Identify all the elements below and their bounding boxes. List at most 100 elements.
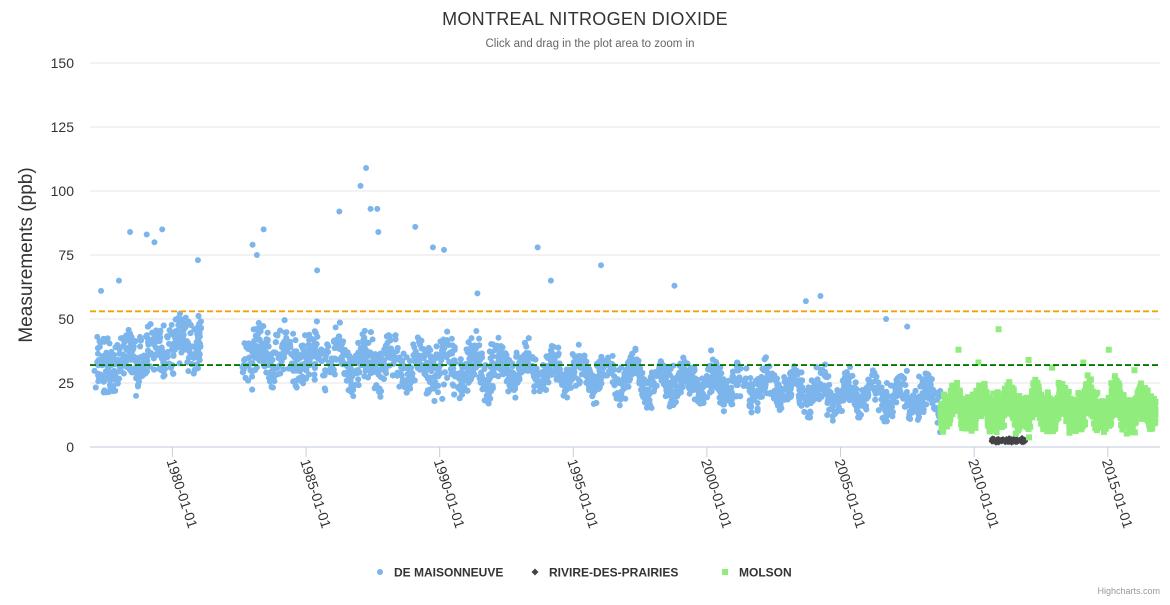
data-point (404, 354, 410, 360)
data-point (921, 407, 927, 413)
x-tick-label: 2015-01-01 (1099, 457, 1136, 530)
data-point (749, 409, 755, 415)
data-point (476, 336, 482, 342)
data-point (428, 354, 434, 360)
data-point (270, 385, 276, 391)
data-point (639, 392, 645, 398)
data-point (473, 328, 479, 334)
data-point (836, 404, 842, 410)
data-point (486, 400, 492, 406)
data-point (371, 365, 377, 371)
data-point (296, 366, 302, 372)
data-point (157, 335, 163, 341)
data-point (769, 390, 775, 396)
data-point (860, 400, 866, 406)
data-point (479, 351, 485, 357)
data-point (361, 341, 367, 347)
data-point (538, 371, 544, 377)
data-point (645, 387, 651, 393)
data-point (529, 363, 535, 369)
data-point (354, 367, 360, 373)
data-point (107, 356, 113, 362)
data-point (133, 393, 139, 399)
data-point (851, 397, 857, 403)
data-point (250, 348, 256, 354)
data-point (602, 373, 608, 379)
data-point (293, 383, 299, 389)
data-point (645, 396, 651, 402)
data-point (651, 380, 657, 386)
data-point (245, 378, 251, 384)
data-point (658, 358, 664, 364)
data-point (828, 406, 834, 412)
data-point (799, 377, 805, 383)
data-point (762, 356, 768, 362)
data-point (418, 338, 424, 344)
data-point (101, 374, 107, 380)
data-point (917, 383, 923, 389)
data-point (350, 387, 356, 393)
data-point (303, 350, 309, 356)
data-point (856, 415, 862, 421)
data-point (395, 345, 401, 351)
data-point (621, 375, 627, 381)
data-point (904, 389, 910, 395)
data-point (320, 372, 326, 378)
data-point (188, 344, 194, 350)
data-point (904, 368, 910, 374)
x-tick-label: 2005-01-01 (832, 457, 869, 530)
data-point (490, 383, 496, 389)
data-point (522, 340, 528, 346)
data-point (428, 368, 434, 374)
data-point (399, 372, 405, 378)
data-point (149, 351, 155, 357)
series-de-maisonneuve[interactable] (92, 165, 944, 435)
data-point (194, 325, 200, 331)
data-point (450, 358, 456, 364)
data-point (686, 374, 692, 380)
data-point (149, 337, 155, 343)
y-axis-label: Measurements (ppb) (16, 167, 37, 342)
data-point (931, 397, 937, 403)
data-point (137, 343, 143, 349)
data-point (703, 376, 709, 382)
data-point (126, 345, 132, 351)
data-point (758, 377, 764, 383)
data-point (290, 331, 296, 337)
data-point (312, 328, 318, 334)
data-point (323, 352, 329, 358)
data-point (267, 355, 273, 361)
data-point (512, 386, 518, 392)
data-point (458, 356, 464, 362)
data-point (554, 352, 560, 358)
data-point (348, 378, 354, 384)
data-point (292, 337, 298, 343)
data-point (731, 375, 737, 381)
data-point (642, 379, 648, 385)
data-point (510, 375, 516, 381)
data-point (515, 380, 521, 386)
data-point (432, 379, 438, 385)
data-point (126, 327, 132, 333)
data-point (721, 401, 727, 407)
data-point (907, 395, 913, 401)
data-point (101, 389, 107, 395)
data-point (901, 376, 907, 382)
data-point (663, 387, 669, 393)
data-point (757, 391, 763, 397)
data-point (412, 377, 418, 383)
data-point (573, 353, 579, 359)
plot-area[interactable] (92, 165, 1159, 446)
data-point (749, 385, 755, 391)
data-point (924, 371, 930, 377)
y-tick-label: 150 (51, 55, 75, 71)
data-point (617, 396, 623, 402)
data-point (599, 356, 605, 362)
data-point (167, 327, 173, 333)
data-point (714, 385, 720, 391)
data-point (515, 372, 521, 378)
data-point (525, 353, 531, 359)
